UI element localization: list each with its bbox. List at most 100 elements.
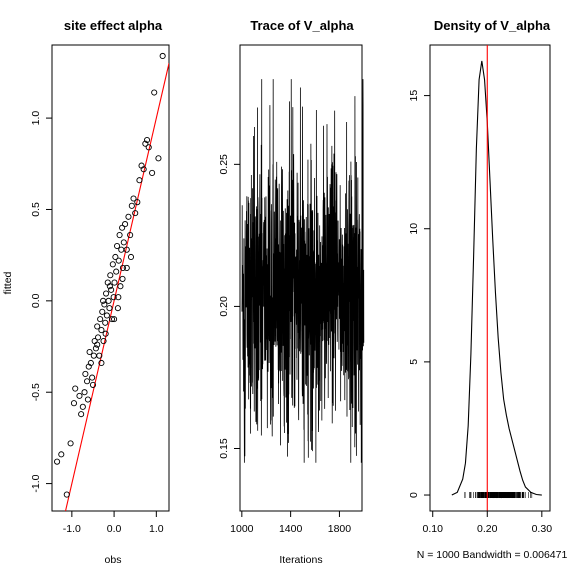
scatter-point <box>109 261 116 268</box>
scatter-point <box>113 268 120 275</box>
scatter-point <box>134 199 141 206</box>
scatter-point <box>87 359 94 367</box>
scatter-y-axis: -1.0 -0.5 0.0 0.5 1.0 <box>30 111 53 493</box>
scatter-point <box>99 308 106 315</box>
scatter-point <box>112 253 119 261</box>
scatter-point <box>106 305 113 312</box>
scatter-point <box>98 359 105 367</box>
y-tick-label: -0.5 <box>30 383 42 401</box>
scatter-point <box>106 283 113 290</box>
scatter-point <box>151 89 158 96</box>
scatter-point <box>116 232 123 239</box>
scatter-point <box>94 334 102 341</box>
scatter-point <box>114 305 121 312</box>
y-tick-label: 0.15 <box>218 438 230 459</box>
scatter-point <box>130 195 137 202</box>
scatter-point <box>103 312 110 319</box>
trace-x-axis: 1000 1400 1800 <box>230 510 352 535</box>
scatter-point <box>70 400 78 407</box>
scatter-point <box>119 224 126 231</box>
scatter-point <box>94 341 101 348</box>
scatter-point <box>145 144 152 151</box>
trace-plot-area <box>241 79 365 463</box>
scatter-point <box>115 257 122 264</box>
x-tick-label: 0.0 <box>107 523 122 535</box>
scatter-point <box>92 345 99 352</box>
scatter-point <box>103 290 110 297</box>
scatter-point <box>84 378 91 385</box>
scatter-point <box>89 374 96 381</box>
scatter-point <box>81 389 88 396</box>
x-tick-label: 0.30 <box>532 523 553 535</box>
scatter-panel: site effect alpha -1.0 0.0 1.0 -1.0 -0.5 0.0… <box>2 18 170 566</box>
scatter-point <box>123 264 130 271</box>
scatter-point <box>117 283 124 290</box>
scatter-point <box>107 272 114 279</box>
scatter-xlabel: obs <box>105 554 122 566</box>
scatter-point <box>128 202 135 209</box>
scatter-point <box>58 451 65 458</box>
y-tick-label: 0.5 <box>30 202 42 217</box>
x-tick-label: 0.10 <box>423 523 444 535</box>
scatter-point <box>142 140 149 147</box>
scatter-point <box>123 246 130 253</box>
trace-line <box>241 79 365 463</box>
density-plot-area <box>451 45 542 511</box>
y-tick-label: -1.0 <box>30 474 42 492</box>
scatter-point <box>76 392 83 399</box>
scatter-point <box>127 232 134 239</box>
density-x-axis: 0.10 0.20 0.30 <box>423 510 553 535</box>
scatter-point <box>54 458 61 465</box>
scatter-point <box>97 316 104 323</box>
density-curve <box>451 60 542 496</box>
scatter-point <box>102 319 109 326</box>
x-tick-label: -1.0 <box>63 523 81 535</box>
scatter-point <box>110 294 117 301</box>
y-tick-label: 0 <box>408 492 420 498</box>
scatter-point <box>98 327 105 334</box>
y-tick-label: 1.0 <box>30 111 42 126</box>
scatter-point <box>89 381 97 388</box>
scatter-point <box>100 297 107 304</box>
scatter-point <box>111 316 118 323</box>
x-tick-label: 1400 <box>279 523 303 535</box>
x-tick-label: 0.20 <box>477 523 498 535</box>
x-tick-label: 1.0 <box>149 523 164 535</box>
density-title: Density of V_alpha <box>434 18 551 33</box>
scatter-point <box>119 264 127 271</box>
x-tick-label: 1800 <box>328 523 352 535</box>
scatter-point <box>143 136 151 144</box>
y-tick-label: 5 <box>408 359 420 365</box>
scatter-point <box>94 323 101 330</box>
scatter-point <box>79 403 86 410</box>
trace-y-axis: 0.15 0.20 0.25 <box>218 154 241 459</box>
scatter-point <box>113 242 121 250</box>
scatter-x-axis: -1.0 0.0 1.0 <box>63 510 164 535</box>
scatter-point <box>111 279 118 286</box>
scatter-point <box>101 301 108 308</box>
scatter-point <box>105 297 112 304</box>
scatter-point <box>84 396 91 403</box>
scatter-point <box>90 352 97 359</box>
trace-xlabel: Iterations <box>279 554 322 566</box>
scatter-point <box>127 253 135 261</box>
y-tick-label: 0.25 <box>218 154 230 175</box>
density-plot-frame <box>429 44 551 512</box>
scatter-ylabel: fitted <box>2 271 14 294</box>
scatter-point <box>63 491 70 498</box>
scatter-point <box>86 348 93 356</box>
scatter-point <box>102 330 109 337</box>
scatter-point <box>108 286 115 293</box>
scatter-point <box>149 169 156 176</box>
scatter-point <box>132 210 139 217</box>
identity-line <box>64 63 169 511</box>
scatter-point <box>78 411 85 418</box>
density-panel: Density of V_alpha 0.10 0.20 0.30 0 5 10 15 N… <box>408 18 567 561</box>
scatter-point <box>122 221 129 228</box>
scatter-point <box>125 213 132 220</box>
y-tick-label: 0.20 <box>218 296 230 317</box>
scatter-point <box>96 352 103 359</box>
trace-title: Trace of V_alpha <box>250 18 354 33</box>
trace-panel: Trace of V_alpha 1000 1400 1800 0.150.200.… <box>218 18 365 566</box>
